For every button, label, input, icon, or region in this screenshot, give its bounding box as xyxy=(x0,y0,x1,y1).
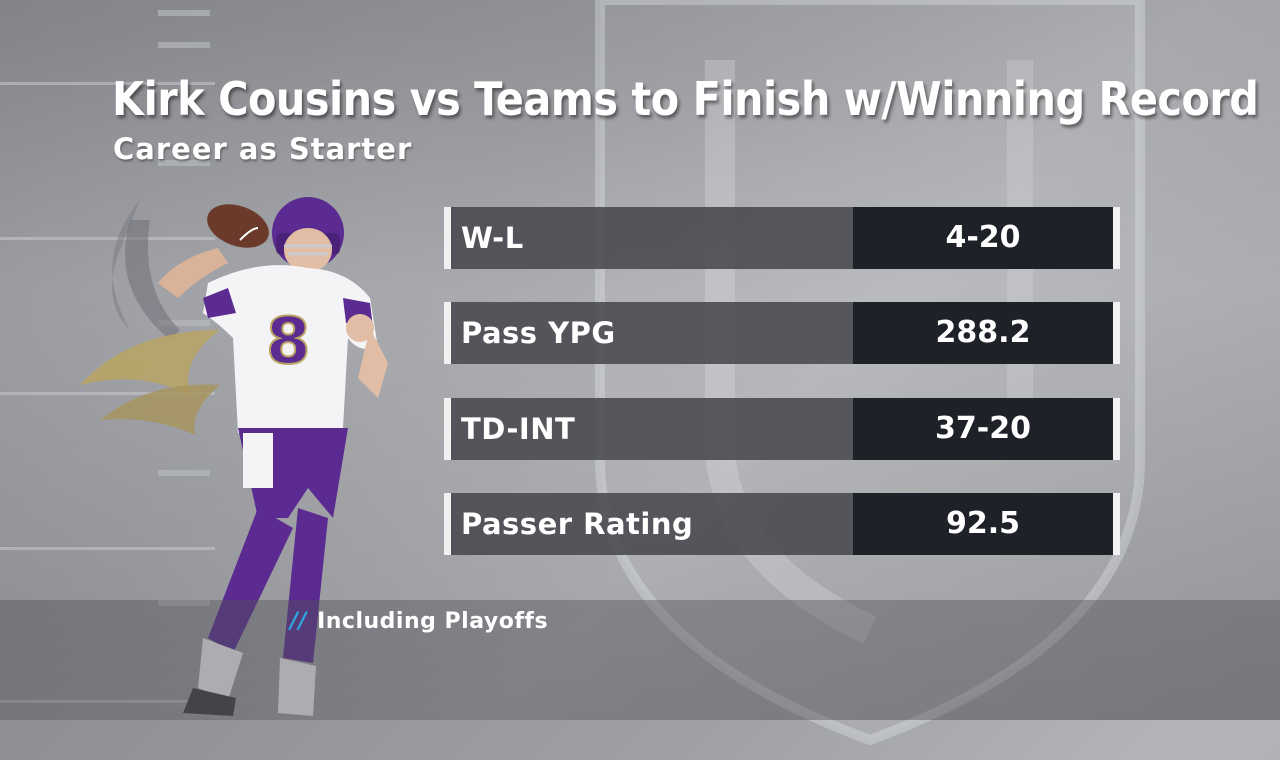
quarterback-throwing-figure: 8 xyxy=(158,197,388,716)
row-edge xyxy=(444,398,451,460)
row-edge xyxy=(1113,493,1120,555)
graphic-title: Kirk Cousins vs Teams to Finish w/Winnin… xyxy=(112,72,1259,126)
stat-row-passer-rating: Passer Rating 92.5 xyxy=(444,493,1120,555)
stat-value: 37-20 xyxy=(853,398,1113,460)
row-edge xyxy=(444,207,451,269)
stat-value: 288.2 xyxy=(853,302,1113,364)
footnote-text: Including Playoffs xyxy=(317,609,549,634)
svg-text:8: 8 xyxy=(266,305,311,379)
row-edge xyxy=(1113,302,1120,364)
vikings-horn-logo xyxy=(80,200,220,435)
stat-label: TD-INT xyxy=(451,398,853,460)
stat-label: W-L xyxy=(451,207,853,269)
hash-mark xyxy=(158,160,210,166)
footer-band xyxy=(0,600,1280,720)
footnote-marker: // xyxy=(290,609,308,634)
hash-mark xyxy=(158,600,210,606)
footnote: // Including Playoffs xyxy=(290,606,548,638)
row-edge xyxy=(1113,207,1120,269)
yard-lines xyxy=(0,0,230,720)
stat-row-w-l: W-L 4-20 xyxy=(444,207,1120,269)
row-edge xyxy=(1113,398,1120,460)
stat-row-td-int: TD-INT 37-20 xyxy=(444,398,1120,460)
hash-mark xyxy=(158,42,210,48)
stat-label: Pass YPG xyxy=(451,302,853,364)
row-edge xyxy=(444,302,451,364)
stat-label: Passer Rating xyxy=(451,493,853,555)
stat-value: 92.5 xyxy=(853,493,1113,555)
stat-row-pass-ypg: Pass YPG 288.2 xyxy=(444,302,1120,364)
hash-mark xyxy=(158,470,210,476)
graphic-subtitle: Career as Starter xyxy=(113,132,413,166)
stat-value: 4-20 xyxy=(853,207,1113,269)
hash-mark xyxy=(158,320,210,326)
row-edge xyxy=(444,493,451,555)
hash-mark xyxy=(158,10,210,16)
